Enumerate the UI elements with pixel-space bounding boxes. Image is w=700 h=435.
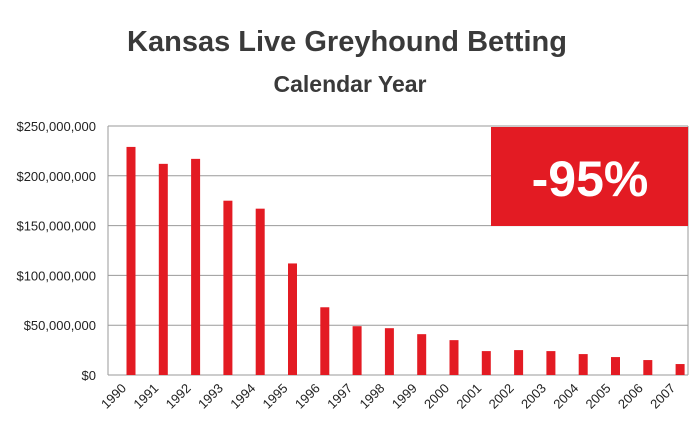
x-tick-label: 2002 — [486, 381, 517, 412]
bar-1997 — [352, 326, 362, 375]
bars — [126, 146, 685, 375]
x-tick-label: 1997 — [324, 381, 355, 412]
y-tick-label: $100,000,000 — [16, 268, 96, 283]
chart-subtitle: Calendar Year — [273, 71, 427, 97]
bar-1998 — [384, 328, 394, 375]
x-tick-label: 1991 — [130, 381, 161, 412]
bar-2002 — [514, 350, 524, 375]
bar-2006 — [643, 360, 653, 375]
bar-1994 — [255, 208, 265, 375]
x-tick-label: 2007 — [647, 381, 678, 412]
x-tick-label: 1995 — [260, 381, 291, 412]
x-tick-label: 1993 — [195, 381, 226, 412]
callout-background — [491, 127, 688, 226]
bar-1993 — [223, 200, 233, 375]
x-tick-label: 2003 — [518, 381, 549, 412]
callout-text: -95% — [532, 151, 649, 207]
y-tick-label: $200,000,000 — [16, 169, 96, 184]
x-tick-label: 1992 — [163, 381, 194, 412]
bar-2003 — [546, 351, 556, 375]
y-axis-ticks: $0 $50,000,000 $100,000,000 $150,000,000 $20… — [16, 119, 96, 383]
x-tick-label: 1999 — [389, 381, 420, 412]
bar-1996 — [320, 307, 330, 375]
bar-2005 — [611, 357, 620, 375]
x-tick-label: 2001 — [453, 381, 484, 412]
x-tick-label: 2005 — [583, 381, 614, 412]
bar-2001 — [481, 351, 491, 375]
x-tick-label: 1994 — [227, 381, 258, 412]
callout-box: -95% — [491, 127, 688, 226]
chart-title: Kansas Live Greyhound Betting — [127, 26, 567, 58]
x-tick-label: 1996 — [292, 381, 323, 412]
y-tick-label: $0 — [82, 368, 96, 383]
x-tick-label: 2004 — [550, 381, 581, 412]
bar-1995 — [288, 263, 297, 375]
bar-2007 — [675, 364, 685, 375]
y-tick-label: $50,000,000 — [24, 318, 96, 333]
bar-2000 — [449, 340, 459, 375]
bar-1992 — [191, 158, 201, 375]
y-tick-label: $250,000,000 — [16, 119, 96, 134]
bar-1990 — [126, 146, 136, 375]
x-tick-label: 2006 — [615, 381, 646, 412]
x-tick-label: 1990 — [98, 381, 129, 412]
x-axis-ticks: 1990 1991 1992 1993 1994 1995 1996 1997 1998 1999… — [98, 381, 678, 412]
y-tick-label: $150,000,000 — [16, 219, 96, 234]
bar-1999 — [417, 334, 427, 375]
x-tick-label: 2000 — [421, 381, 452, 412]
x-tick-label: 1998 — [356, 381, 387, 412]
bar-1991 — [158, 163, 168, 375]
bar-2004 — [578, 354, 588, 375]
